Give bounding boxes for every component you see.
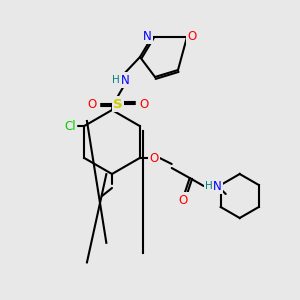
Text: S: S [113,98,123,110]
Text: N: N [213,179,222,193]
Text: O: O [140,98,148,110]
Text: N: N [142,29,152,43]
Text: Cl: Cl [64,119,76,133]
Text: H: H [112,75,120,85]
Text: O: O [188,31,196,44]
Text: O: O [149,152,158,164]
Text: O: O [87,98,97,110]
Text: H: H [205,181,213,191]
Text: N: N [121,74,129,86]
Text: O: O [178,194,187,206]
